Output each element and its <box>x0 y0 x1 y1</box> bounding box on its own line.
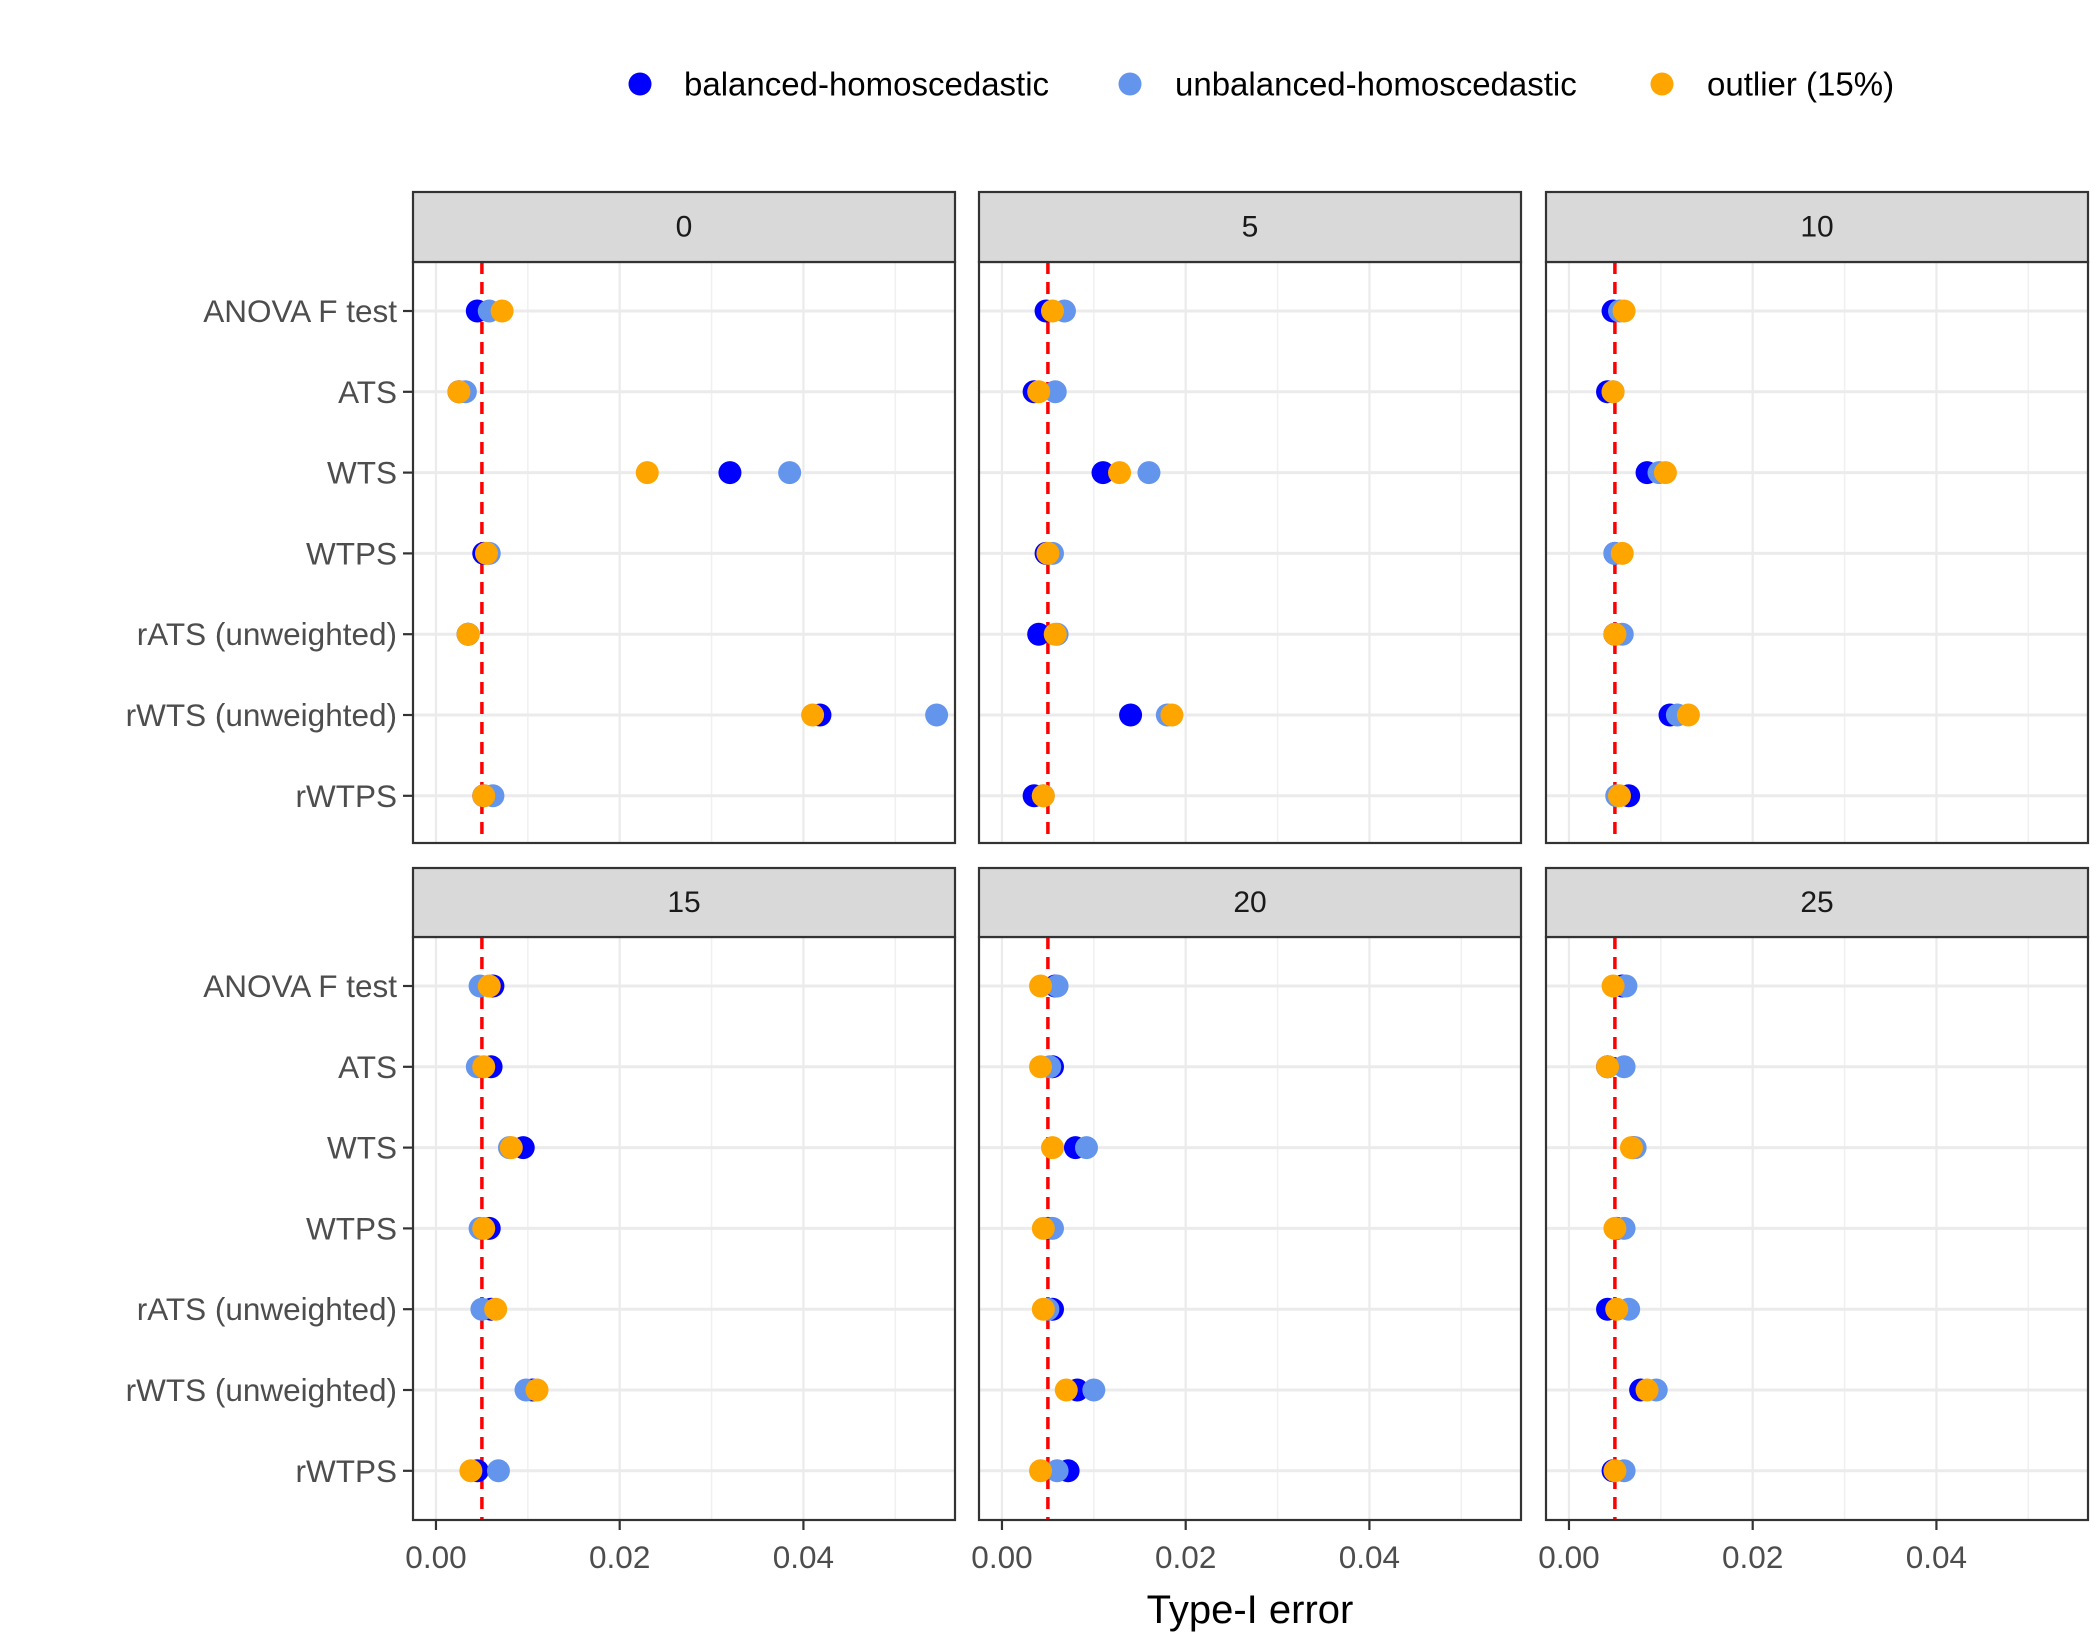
point-panel-15-series-3-cat-1 <box>477 974 501 998</box>
point-panel-10-series-3-cat-6 <box>1676 703 1700 727</box>
point-panel-20-series-3-cat-4 <box>1031 1216 1055 1240</box>
facet-label: 0 <box>676 211 693 244</box>
point-panel-20-series-3-cat-3 <box>1040 1136 1064 1160</box>
point-panel-10-series-3-cat-5 <box>1603 622 1627 646</box>
point-panel-0-series-3-cat-6 <box>801 703 825 727</box>
point-panel-10-series-3-cat-3 <box>1653 461 1677 485</box>
facet-strip <box>411 190 957 264</box>
point-panel-15-series-3-cat-3 <box>499 1136 523 1160</box>
y-tick-label: WTPS <box>306 1210 397 1246</box>
x-tick-label: 0.02 <box>1155 1539 1216 1575</box>
point-panel-20-series-2-cat-1 <box>1045 974 1069 998</box>
x-tick-label: 0.04 <box>1339 1539 1400 1575</box>
facet-strip <box>1544 190 2090 264</box>
point-panel-5-series-3-cat-5 <box>1043 622 1067 646</box>
legend-label-1: balanced-homoscedastic <box>684 66 1049 103</box>
point-panel-10-series-3-cat-4 <box>1610 541 1634 565</box>
facet-strip <box>411 866 957 939</box>
y-tick-label: WTS <box>327 1130 397 1166</box>
legend-key-1 <box>628 72 652 96</box>
point-panel-20-series-2-cat-3 <box>1074 1136 1098 1160</box>
y-tick-label: ANOVA F test <box>203 968 397 1004</box>
point-panel-5-series-2-cat-2 <box>1043 380 1067 404</box>
x-tick-label: 0.00 <box>405 1539 466 1575</box>
point-panel-0-series-1-cat-3 <box>718 461 742 485</box>
y-tick-label: rWTPS <box>296 1453 397 1489</box>
y-tick-label: rATS (unweighted) <box>137 616 397 652</box>
point-panel-0-series-3-cat-2 <box>447 380 471 404</box>
point-panel-25-series-3-cat-5 <box>1605 1297 1629 1321</box>
facet-strip <box>977 866 1523 939</box>
point-panel-20-series-3-cat-5 <box>1031 1297 1055 1321</box>
point-panel-0-series-2-cat-3 <box>778 461 802 485</box>
point-panel-5-series-2-cat-3 <box>1137 461 1161 485</box>
point-panel-15-series-3-cat-4 <box>472 1216 496 1240</box>
point-panel-5-series-1-cat-3 <box>1091 461 1115 485</box>
point-panel-25-series-3-cat-2 <box>1596 1055 1620 1079</box>
point-panel-25-series-2-cat-2 <box>1612 1055 1636 1079</box>
point-panel-20-series-3-cat-7 <box>1029 1459 1053 1483</box>
facet-label: 20 <box>1233 886 1266 919</box>
point-panel-5-series-1-cat-5 <box>1027 622 1051 646</box>
point-panel-0-series-3-cat-4 <box>474 541 498 565</box>
point-panel-5-series-3-cat-4 <box>1036 541 1060 565</box>
x-tick-label: 0.02 <box>1722 1539 1783 1575</box>
point-panel-0-series-3-cat-3 <box>635 461 659 485</box>
y-tick-label: WTS <box>327 455 397 491</box>
y-tick-label: ATS <box>338 374 397 410</box>
facet-strip <box>977 190 1523 264</box>
x-tick-label: 0.04 <box>1906 1539 1967 1575</box>
point-panel-15-series-3-cat-7 <box>459 1459 483 1483</box>
point-panel-0-series-3-cat-7 <box>472 784 496 808</box>
y-tick-label: ATS <box>338 1049 397 1085</box>
legend-key-2 <box>1118 72 1142 96</box>
x-axis-title: Type-I error <box>1147 1588 1354 1632</box>
point-panel-5-series-3-cat-6 <box>1160 703 1184 727</box>
point-panel-20-series-2-cat-7 <box>1045 1459 1069 1483</box>
point-panel-20-series-3-cat-6 <box>1054 1378 1078 1402</box>
point-panel-10-series-3-cat-7 <box>1607 784 1631 808</box>
point-panel-15-series-3-cat-6 <box>525 1378 549 1402</box>
point-panel-5-series-1-cat-6 <box>1119 703 1143 727</box>
point-panel-25-series-3-cat-7 <box>1603 1459 1627 1483</box>
facet-label: 10 <box>1800 211 1833 244</box>
x-tick-label: 0.00 <box>1538 1539 1599 1575</box>
y-tick-label: ANOVA F test <box>203 293 397 329</box>
point-panel-20-series-2-cat-6 <box>1082 1378 1106 1402</box>
point-panel-15-series-3-cat-2 <box>472 1055 496 1079</box>
point-panel-15-series-3-cat-5 <box>484 1297 508 1321</box>
legend-label-3: outlier (15%) <box>1707 66 1894 103</box>
point-panel-5-series-3-cat-3 <box>1108 461 1132 485</box>
y-tick-label: WTPS <box>306 535 397 571</box>
x-tick-label: 0.02 <box>589 1539 650 1575</box>
y-tick-label: rWTS (unweighted) <box>126 697 397 733</box>
y-tick-label: rWTPS <box>296 778 397 814</box>
facet-label: 25 <box>1800 886 1833 919</box>
y-tick-label: rATS (unweighted) <box>137 1291 397 1327</box>
point-panel-20-series-3-cat-1 <box>1029 974 1053 998</box>
facet-label: 5 <box>1242 211 1259 244</box>
facet-label: 15 <box>667 886 700 919</box>
y-tick-label: rWTS (unweighted) <box>126 1372 397 1408</box>
legend-key-3 <box>1650 72 1674 96</box>
point-panel-0-series-3-cat-1 <box>490 299 514 323</box>
facet-strip <box>1544 866 2090 939</box>
point-panel-5-series-3-cat-1 <box>1040 299 1064 323</box>
point-panel-10-series-3-cat-1 <box>1612 299 1636 323</box>
point-panel-0-series-2-cat-6 <box>925 703 949 727</box>
x-tick-label: 0.04 <box>773 1539 834 1575</box>
point-panel-25-series-3-cat-4 <box>1603 1216 1627 1240</box>
point-panel-20-series-3-cat-2 <box>1029 1055 1053 1079</box>
point-panel-25-series-3-cat-6 <box>1635 1378 1659 1402</box>
point-panel-15-series-2-cat-7 <box>486 1459 510 1483</box>
x-tick-label: 0.00 <box>971 1539 1032 1575</box>
legend-label-2: unbalanced-homoscedastic <box>1175 66 1577 103</box>
point-panel-25-series-3-cat-3 <box>1619 1136 1643 1160</box>
point-panel-0-series-3-cat-5 <box>456 622 480 646</box>
point-panel-10-series-3-cat-2 <box>1601 380 1625 404</box>
point-panel-5-series-3-cat-7 <box>1031 784 1055 808</box>
point-panel-25-series-3-cat-1 <box>1601 974 1625 998</box>
point-panel-5-series-3-cat-2 <box>1027 380 1051 404</box>
